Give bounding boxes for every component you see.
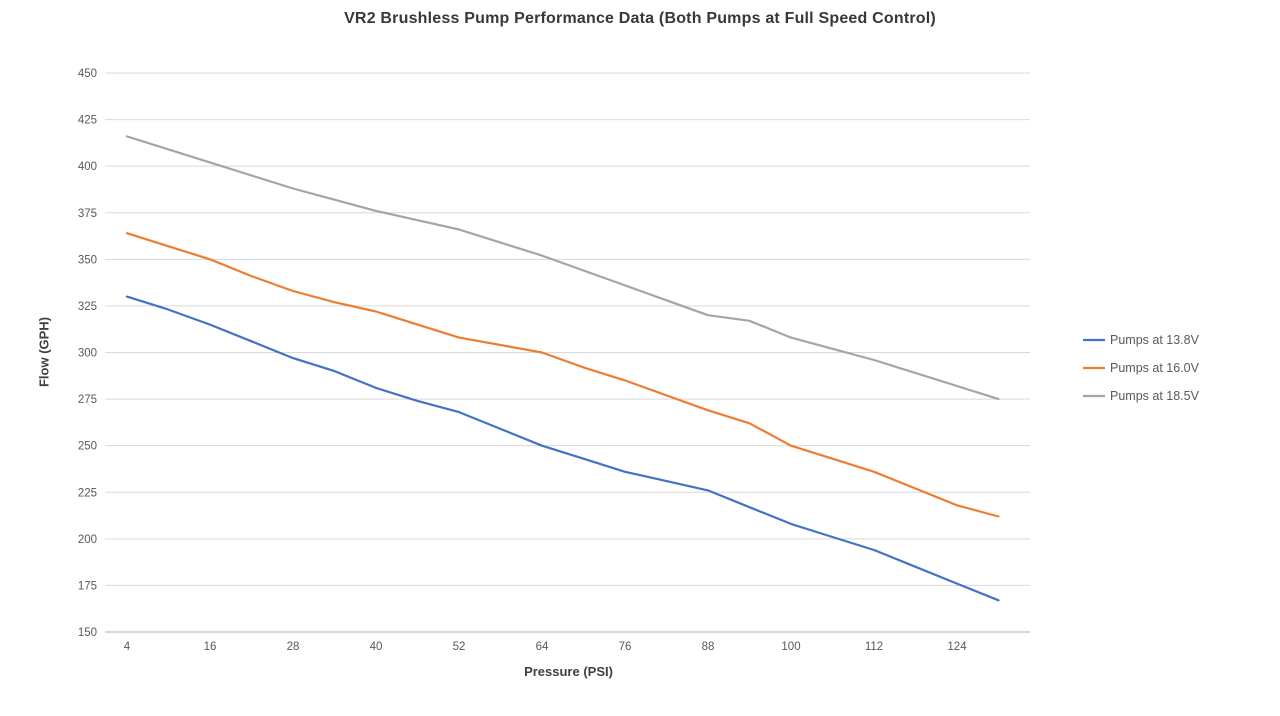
x-tick-label: 76 xyxy=(619,641,632,653)
y-tick-label: 400 xyxy=(78,161,97,173)
legend-label: Pumps at 18.5V xyxy=(1110,389,1200,403)
x-tick-label: 100 xyxy=(781,641,800,653)
series-line-pumps-at-18-5v xyxy=(125,135,1000,401)
y-tick-label: 275 xyxy=(78,394,97,406)
x-tick-label: 88 xyxy=(702,641,715,653)
y-tick-label: 350 xyxy=(78,254,97,266)
y-axis-label: Flow (GPH) xyxy=(36,316,52,388)
y-tick-label: 225 xyxy=(78,487,97,499)
y-tick-label: 250 xyxy=(78,441,97,453)
y-tick-label: 425 xyxy=(78,115,97,127)
y-tick-label: 300 xyxy=(78,348,97,360)
x-tick-label: 16 xyxy=(204,641,217,653)
x-tick-label: 52 xyxy=(453,641,466,653)
x-tick-label: 4 xyxy=(124,641,131,653)
y-tick-label: 200 xyxy=(78,534,97,546)
x-tick-label: 124 xyxy=(947,641,967,653)
y-tick-label: 450 xyxy=(78,68,97,80)
x-tick-label: 112 xyxy=(865,641,883,653)
x-tick-label: 28 xyxy=(287,641,300,653)
y-tick-label: 175 xyxy=(78,580,97,592)
series-line-pumps-at-16-0v xyxy=(125,232,1000,518)
series-line-pumps-at-13-8v xyxy=(125,295,1000,602)
x-tick-label: 40 xyxy=(370,641,383,653)
chart-title: VR2 Brushless Pump Performance Data (Bot… xyxy=(344,10,936,27)
legend-label: Pumps at 13.8V xyxy=(1110,333,1200,347)
y-tick-label: 375 xyxy=(78,208,97,220)
x-tick-label: 64 xyxy=(536,641,549,653)
y-tick-label: 325 xyxy=(78,301,97,313)
x-axis-label: Pressure (PSI) xyxy=(524,664,613,679)
legend-label: Pumps at 16.0V xyxy=(1110,361,1200,375)
y-tick-label: 150 xyxy=(78,627,97,639)
